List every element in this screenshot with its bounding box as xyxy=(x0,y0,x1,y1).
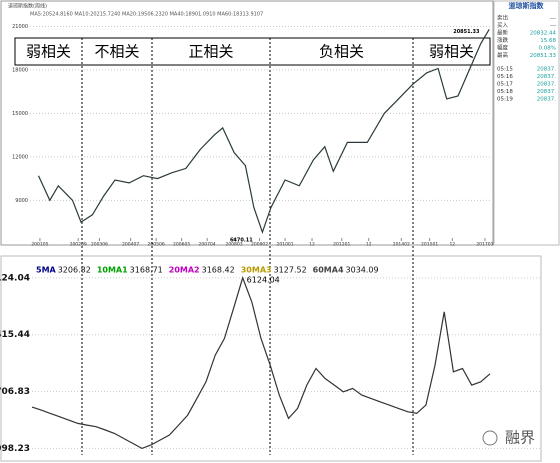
band-label: 弱相关 xyxy=(429,43,474,61)
x-tick-label: 200209 xyxy=(70,242,87,248)
quote-value: 15.68 xyxy=(540,38,556,44)
quote-label: 涨跌 xyxy=(497,36,509,44)
x-tick-label: 200605 xyxy=(173,242,190,248)
top-title: 道琼斯指数(周线) xyxy=(8,3,47,10)
y-tick-label: 9000 xyxy=(15,198,28,204)
annotation: 20851.33 xyxy=(453,29,480,35)
annotation: 6470.11 xyxy=(230,237,253,243)
quote-label: 05:18 xyxy=(497,89,513,95)
quote-value: 0.08% xyxy=(539,46,556,52)
legend-value: 3168.71 xyxy=(130,266,163,275)
x-tick-label: 12 xyxy=(309,242,315,248)
quote-label: 05:19 xyxy=(497,97,513,103)
band-label: 负相关 xyxy=(319,43,364,61)
y-tick-label: 4415.44 xyxy=(0,330,30,340)
price-line xyxy=(37,28,490,235)
ma-legend: MA5:20524.8160 MA10:20215.7240 MA20:1950… xyxy=(30,12,263,18)
band-label: 正相关 xyxy=(188,43,233,61)
x-tick-label: 12 xyxy=(449,242,455,248)
quote-value: --- xyxy=(550,16,556,22)
annotation: 6124.04 xyxy=(247,275,280,284)
y-tick-label: 2706.83 xyxy=(0,387,30,397)
legend-name: 60MA4 xyxy=(313,266,344,275)
quote-value: 20837. xyxy=(537,74,556,80)
legend-value: 3127.52 xyxy=(274,266,307,275)
quote-title: 道琼斯指数 xyxy=(509,1,545,10)
quote-panel xyxy=(493,0,560,246)
quote-label: 05:15 xyxy=(497,67,513,73)
x-tick-label: 201001 xyxy=(276,242,293,248)
quote-value: 20832.44 xyxy=(530,31,557,37)
x-tick-label: 200306 xyxy=(91,242,108,248)
legend-name: 10MA1 xyxy=(97,266,128,275)
x-tick-label: 201402 xyxy=(393,242,410,248)
quote-value: 20837. xyxy=(537,89,556,95)
y-tick-label: 21000 xyxy=(12,24,28,30)
y-tick-label: 12000 xyxy=(12,154,28,160)
watermark: 融界 xyxy=(482,429,535,447)
watermark-icon xyxy=(482,430,498,446)
watermark-text: 融界 xyxy=(505,429,535,447)
quote-label: 最高 xyxy=(497,51,509,59)
x-tick-label: 200803 xyxy=(225,242,242,248)
x-tick-label: 12 xyxy=(366,242,372,248)
quote-label: 幅度 xyxy=(497,44,509,52)
bottom-panel xyxy=(0,255,542,462)
legend-value: 3206.82 xyxy=(58,266,91,275)
band-label: 弱相关 xyxy=(26,43,71,61)
quote-value: 20837. xyxy=(537,67,556,73)
quote-label: 最新 xyxy=(497,29,509,37)
x-tick-label: 200506 xyxy=(148,242,165,248)
x-tick-label: 201201 xyxy=(333,242,350,248)
top-panel xyxy=(0,0,494,246)
quote-value: 20851.33 xyxy=(530,53,557,59)
x-tick-label: 200704 xyxy=(199,242,216,248)
legend-name: 5MA xyxy=(36,266,57,275)
x-tick-label: 201501 xyxy=(421,242,438,248)
band-label: 不相关 xyxy=(94,43,139,61)
price-line xyxy=(31,275,491,450)
legend-name: 20MA2 xyxy=(169,266,200,275)
legend-name: 30MA3 xyxy=(241,266,272,275)
quote-label: 卖出 xyxy=(497,14,508,22)
y-tick-label: 15000 xyxy=(12,111,28,117)
y-tick-label: 18000 xyxy=(12,67,28,73)
quote-label: 05:17 xyxy=(497,82,513,88)
legend-value: 3168.42 xyxy=(202,266,235,275)
x-tick-label: 200902 xyxy=(251,242,268,248)
y-tick-label: 998.23 xyxy=(0,444,30,454)
quote-value: --- xyxy=(550,23,556,29)
quote-value: 20837. xyxy=(537,82,556,88)
quote-label: 05:16 xyxy=(497,74,513,80)
band-box xyxy=(14,37,491,66)
quote-value: 20837. xyxy=(537,97,556,103)
y-tick-label: 6124.04 xyxy=(0,273,30,283)
legend-value: 3034.09 xyxy=(346,266,379,275)
quote-label: 买入 xyxy=(497,21,509,29)
x-tick-label: 200105 xyxy=(31,242,48,248)
x-tick-label: 200407 xyxy=(122,242,139,248)
x-tick-label: 201701 xyxy=(476,242,493,248)
